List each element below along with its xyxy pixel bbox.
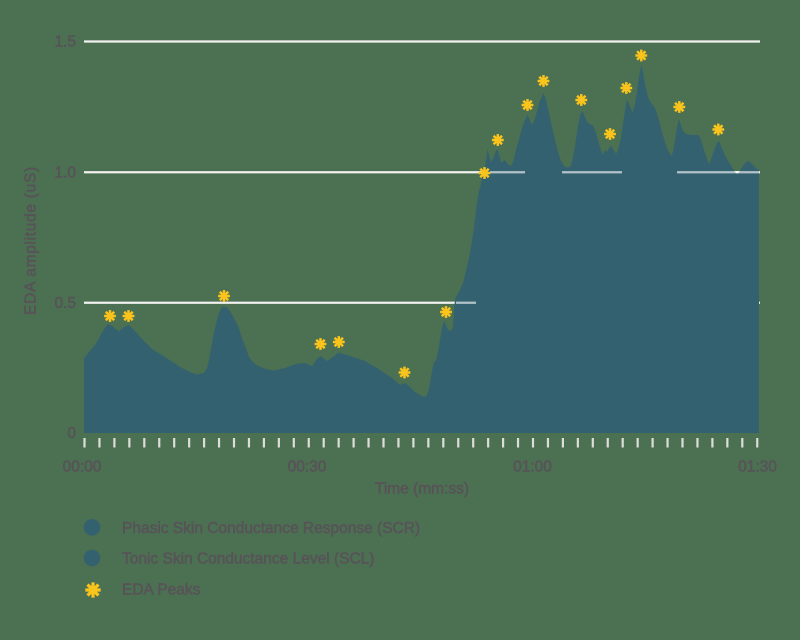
svg-text:EDA Peaks: EDA Peaks bbox=[122, 582, 201, 599]
svg-text:Time (mm:ss): Time (mm:ss) bbox=[375, 481, 469, 498]
svg-text:1.0: 1.0 bbox=[54, 164, 76, 181]
svg-text:Tonic Skin Conductance Level (: Tonic Skin Conductance Level (SCL) bbox=[122, 551, 374, 568]
svg-text:00:30: 00:30 bbox=[288, 459, 327, 476]
svg-text:Phasic Skin Conductance Respon: Phasic Skin Conductance Response (SCR) bbox=[122, 520, 420, 537]
svg-text:EDA amplitude (uS): EDA amplitude (uS) bbox=[23, 166, 40, 315]
svg-text:0: 0 bbox=[67, 425, 76, 442]
svg-text:1.5: 1.5 bbox=[54, 34, 76, 51]
svg-text:01:00: 01:00 bbox=[513, 459, 552, 476]
svg-text:0.5: 0.5 bbox=[54, 295, 76, 312]
svg-text:00:00: 00:00 bbox=[63, 459, 102, 476]
svg-text:01:30: 01:30 bbox=[738, 459, 777, 476]
